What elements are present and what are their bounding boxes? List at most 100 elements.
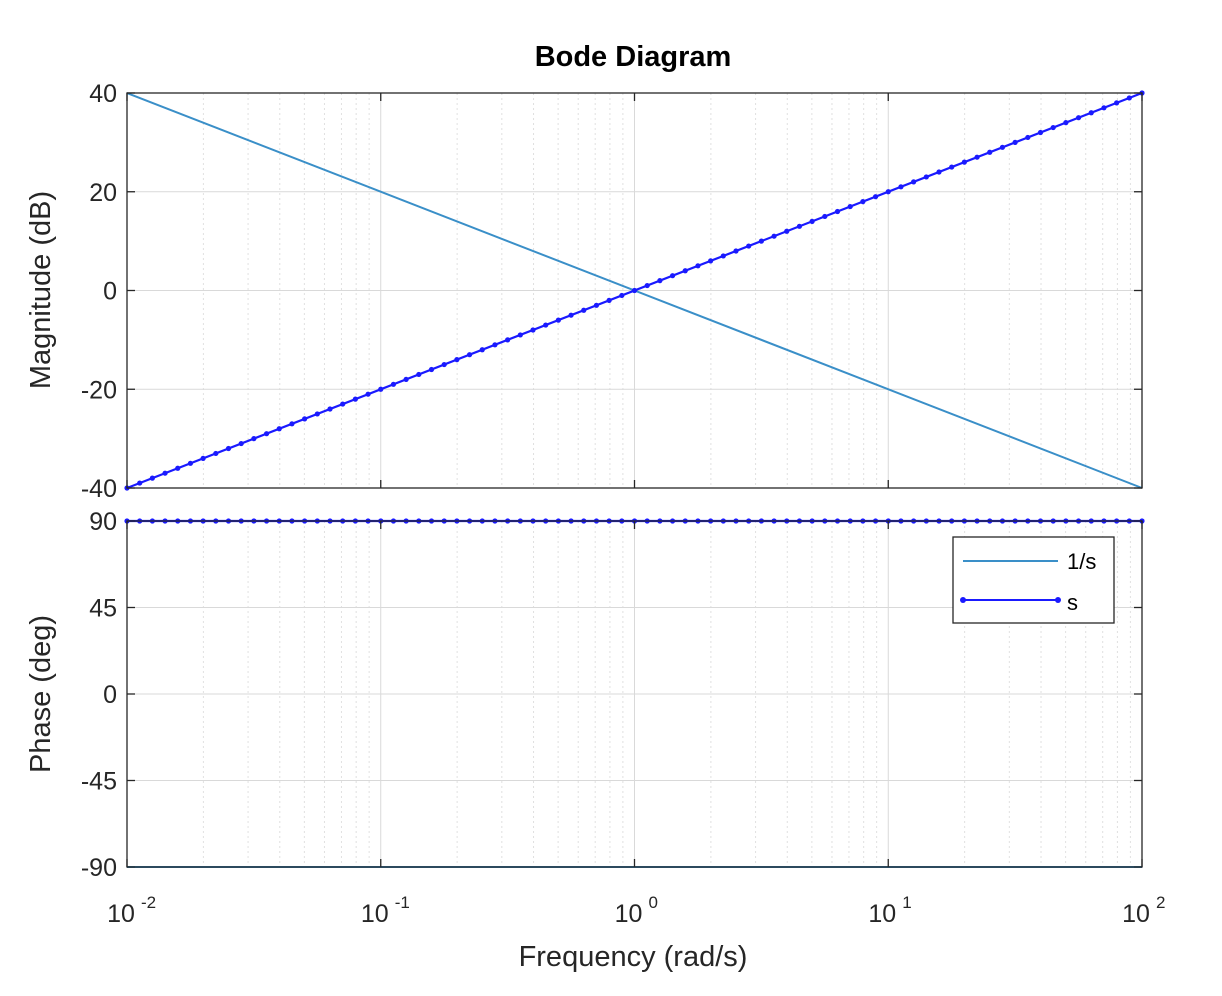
magnitude-series-point-s — [200, 455, 206, 461]
magnitude-series-point-s — [999, 144, 1006, 150]
magnitude-series-point-s — [1126, 95, 1132, 101]
legend-box — [952, 536, 1115, 624]
magnitude-series-point-s — [911, 179, 917, 185]
magnitude-series-point-s — [644, 282, 650, 289]
magnitude-series-point-s — [289, 421, 295, 427]
magnitude-series-point-s — [416, 371, 422, 378]
magnitude-series-point-s — [263, 431, 270, 437]
x-tick-label-exponent: -1 — [395, 893, 410, 912]
magnitude-series-point-s — [327, 406, 333, 412]
magnitude-series-point-s — [1050, 124, 1056, 131]
magnitude-series-point-s — [1037, 129, 1044, 136]
magnitude-series-point-s — [619, 292, 625, 299]
magnitude-series-point-s — [352, 396, 358, 402]
x-tick-label-exponent: 2 — [1156, 893, 1165, 912]
x-tick-label-exponent: -2 — [141, 893, 156, 912]
magnitude-series-point-s — [378, 386, 384, 392]
magnitude-series-point-s — [936, 169, 942, 175]
magnitude-series-point-s — [669, 273, 676, 279]
magnitude-series-point-s — [923, 174, 929, 180]
phase-y-tick-label: 45 — [89, 595, 117, 623]
magnitude-series-point-s — [847, 203, 853, 210]
x-tick-label-exponent: 0 — [649, 893, 658, 912]
magnitude-series-point-s — [796, 223, 803, 229]
magnitude-series-point-s — [987, 149, 993, 155]
magnitude-series-point-s — [606, 297, 612, 303]
magnitude-series-point-s — [149, 475, 155, 481]
magnitude-series-point-s — [340, 401, 346, 407]
magnitude-series-point-s — [302, 416, 308, 422]
magnitude-series-point-s — [441, 361, 447, 368]
magnitude-y-tick-label: 40 — [89, 80, 117, 108]
magnitude-series-point-s — [466, 352, 473, 358]
phase-y-tick-label: -45 — [81, 768, 117, 796]
legend-label-1-over-s: 1/s — [1067, 549, 1096, 574]
magnitude-y-tick-label: -40 — [81, 475, 117, 503]
x-tick-label: 10 — [361, 900, 389, 928]
magnitude-series-point-s — [238, 440, 244, 447]
magnitude-series-point-s — [961, 159, 967, 165]
x-tick-label-exponent: 1 — [902, 893, 911, 912]
magnitude-series-point-s — [213, 450, 219, 457]
magnitude-series-point-s — [1088, 110, 1094, 116]
magnitude-series-point-s — [974, 154, 980, 160]
magnitude-series-point-s — [720, 253, 726, 259]
legend-label-s: s — [1067, 590, 1078, 615]
magnitude-series-point-s — [428, 366, 435, 373]
x-axis-label: Frequency (rad/s) — [519, 941, 748, 973]
magnitude-series-point-s — [1075, 115, 1082, 121]
magnitude-series-point-s — [479, 347, 485, 353]
magnitude-series-point-s — [822, 213, 828, 220]
magnitude-series-point-s — [1012, 139, 1018, 145]
magnitude-series-point-s — [695, 263, 701, 269]
magnitude-plot: 40 20 0 -20 -40 Magnitude (dB) — [25, 80, 1145, 503]
legend: 1/s s — [952, 536, 1115, 624]
magnitude-series-point-s — [682, 268, 688, 274]
magnitude-series-point-s — [517, 332, 523, 338]
magnitude-series-point-s — [1063, 120, 1069, 126]
x-tick-label: 10 — [1122, 900, 1150, 928]
magnitude-series-point-s — [390, 381, 397, 387]
magnitude-series-point-s — [771, 233, 777, 239]
magnitude-series-point-s — [251, 436, 257, 442]
phase-y-tick-label: 90 — [89, 508, 117, 536]
magnitude-series-point-s — [657, 278, 663, 284]
magnitude-series-point-s — [276, 426, 282, 432]
x-tick-label: 10 — [615, 900, 643, 928]
magnitude-series-point-s — [898, 184, 904, 190]
magnitude-series-point-s — [1101, 105, 1107, 111]
magnitude-series-point-s — [809, 218, 815, 224]
magnitude-series-point-s — [885, 189, 891, 195]
chart-title: Bode Diagram — [535, 41, 732, 73]
magnitude-series-point-s — [872, 194, 879, 200]
phase-y-tick-label: -90 — [81, 854, 117, 882]
magnitude-series-point-s — [555, 317, 561, 323]
magnitude-series-point-s — [1025, 134, 1031, 141]
magnitude-series-point-s — [314, 411, 320, 417]
magnitude-ylabel: Magnitude (dB) — [25, 191, 57, 389]
magnitude-series-point-s — [834, 208, 841, 215]
magnitude-series-point-s — [225, 445, 232, 452]
magnitude-series-point-s — [949, 164, 955, 170]
legend-marker-s-end — [1055, 597, 1061, 603]
magnitude-series-point-s — [860, 199, 866, 205]
magnitude-series-point-s — [708, 258, 714, 264]
magnitude-series-point-s — [581, 307, 587, 313]
magnitude-series-point-s — [492, 342, 498, 348]
phase-y-ticks: 90 45 0 -45 -90 — [81, 508, 1143, 882]
magnitude-series-point-s — [758, 238, 764, 244]
magnitude-series-point-s — [543, 322, 549, 328]
phase-ylabel: Phase (deg) — [25, 615, 57, 773]
magnitude-series-point-s — [593, 302, 600, 308]
legend-marker-s-start — [960, 597, 966, 603]
magnitude-y-ticks: 40 20 0 -20 -40 — [81, 80, 1143, 503]
magnitude-series-point-s — [137, 480, 143, 486]
magnitude-series-point-s — [733, 248, 739, 254]
magnitude-series-point-s — [365, 391, 371, 397]
magnitude-series-point-s — [746, 243, 752, 249]
magnitude-y-tick-label: -20 — [81, 376, 117, 404]
magnitude-series-point-s — [530, 327, 536, 333]
magnitude-series-point-s — [784, 228, 790, 234]
magnitude-y-tick-label: 0 — [103, 278, 117, 306]
